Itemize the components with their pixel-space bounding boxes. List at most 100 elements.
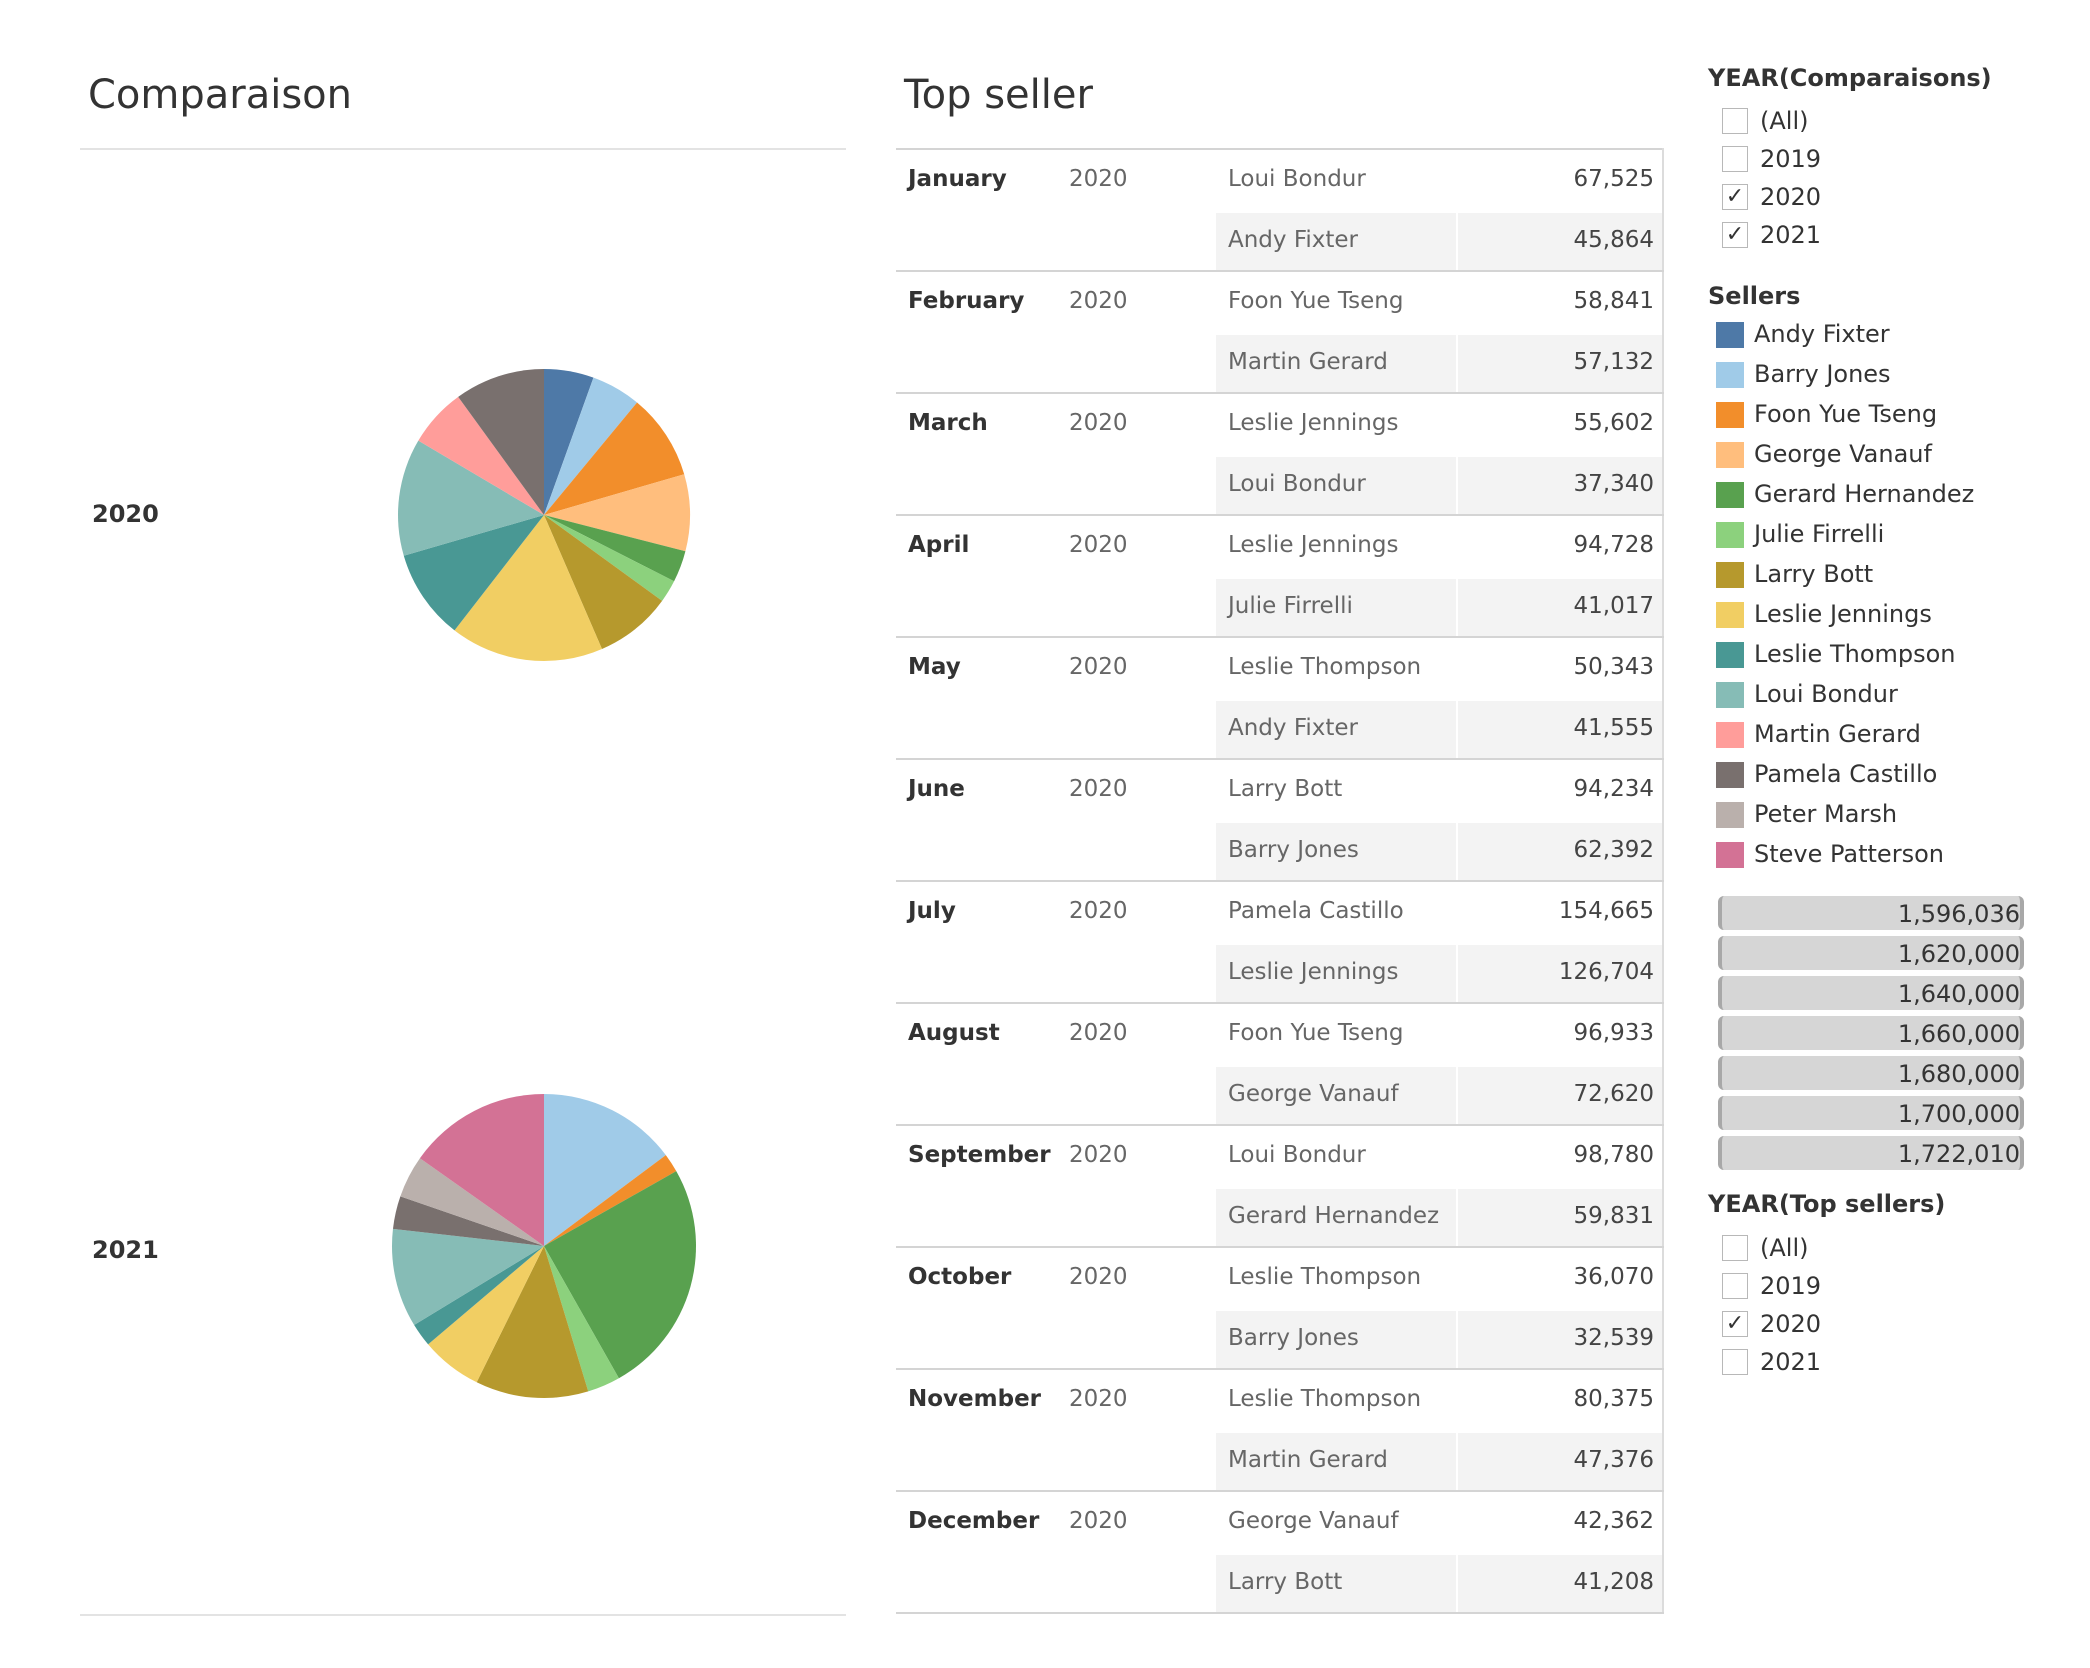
seller-sales-value: 37,340 [1573, 471, 1654, 497]
seller-sales-value: 42,362 [1573, 1508, 1654, 1534]
size-legend-label: 1,660,000 [1897, 1020, 2020, 1048]
checkbox[interactable] [1722, 108, 1748, 134]
pie-slice[interactable] [476, 1246, 589, 1398]
pie-slice[interactable] [544, 1246, 619, 1392]
checkbox-checked[interactable]: ✓ [1722, 222, 1748, 248]
table-row: October 2020 Leslie Thompson 36,070 Barry Jo… [896, 1248, 1664, 1370]
year-cell: 2020 [1069, 1142, 1128, 1168]
seller-row[interactable]: Andy Fixter 45,864 [1216, 213, 1662, 272]
seller-row[interactable]: Julie Firrelli 41,017 [1216, 579, 1662, 638]
seller-row[interactable]: Gerard Hernandez 59,831 [1216, 1189, 1662, 1248]
table-row: August 2020 Foon Yue Tseng 96,933 George Van… [896, 1004, 1664, 1126]
pie-slice[interactable] [544, 515, 663, 649]
seller-sales-value: 98,780 [1573, 1142, 1654, 1168]
checkbox-label: 2021 [1760, 1348, 1822, 1376]
size-legend-label: 1,722,010 [1897, 1140, 2020, 1168]
pie-slice[interactable] [392, 1228, 544, 1326]
pie-slice[interactable] [414, 1246, 544, 1345]
row-divider [896, 1246, 1664, 1248]
seller-row[interactable]: Loui Bondur 37,340 [1216, 457, 1662, 516]
seller-sales-value: 32,539 [1573, 1325, 1654, 1351]
pie-slice[interactable] [428, 1246, 544, 1383]
seller-sales-value: 96,933 [1573, 1020, 1654, 1046]
cell-divider [1456, 457, 1458, 516]
pie-slice[interactable] [544, 1155, 677, 1246]
size-legend-item: 1,700,000 [1718, 1096, 2024, 1130]
seller-row[interactable]: Leslie Jennings 94,728 [1216, 518, 1662, 577]
legend-label: Foon Yue Tseng [1754, 400, 1938, 428]
row-divider [896, 514, 1664, 516]
pie-slice[interactable] [544, 377, 638, 515]
seller-row[interactable]: Andy Fixter 41,555 [1216, 701, 1662, 760]
seller-row[interactable]: Larry Bott 41,208 [1216, 1555, 1662, 1614]
seller-row[interactable]: Leslie Thompson 50,343 [1216, 640, 1662, 699]
size-legend-label: 1,700,000 [1897, 1100, 2020, 1128]
legend-swatch [1716, 322, 1744, 348]
legend-label: George Vanauf [1754, 440, 1932, 468]
table-row: December 2020 George Vanauf 42,362 Larry Bot… [896, 1492, 1664, 1614]
seller-row[interactable]: Barry Jones 62,392 [1216, 823, 1662, 882]
cell-divider [1456, 1433, 1458, 1492]
month-label: January [908, 166, 1007, 192]
seller-sales-value: 45,864 [1573, 227, 1654, 253]
cell-divider [1456, 396, 1458, 455]
seller-row[interactable]: Leslie Thompson 80,375 [1216, 1372, 1662, 1431]
checkbox-checked[interactable]: ✓ [1722, 1311, 1748, 1337]
seller-name: Leslie Thompson [1228, 654, 1422, 680]
pie-slice[interactable] [544, 369, 594, 515]
seller-row[interactable]: Pamela Castillo 154,665 [1216, 884, 1662, 943]
checkbox[interactable] [1722, 1349, 1748, 1375]
cell-divider [1456, 1311, 1458, 1370]
checkbox[interactable] [1722, 1273, 1748, 1299]
pie-slice[interactable] [544, 1171, 697, 1379]
checkbox[interactable] [1722, 1235, 1748, 1261]
pie-slice[interactable] [544, 515, 675, 601]
checkbox[interactable] [1722, 146, 1748, 172]
pie-slice[interactable] [458, 369, 544, 515]
pie-slice[interactable] [403, 515, 544, 631]
month-label: June [908, 776, 965, 802]
pie-slice[interactable] [544, 1094, 666, 1246]
pie-slice[interactable] [397, 440, 544, 556]
legend-swatch [1716, 682, 1744, 708]
pie-slice[interactable] [419, 1094, 544, 1246]
legend-label: Leslie Thompson [1754, 640, 1956, 668]
seller-row[interactable]: Leslie Thompson 36,070 [1216, 1250, 1662, 1309]
cell-divider [1456, 518, 1458, 577]
seller-row[interactable]: George Vanauf 42,362 [1216, 1494, 1662, 1553]
seller-row[interactable]: George Vanauf 72,620 [1216, 1067, 1662, 1126]
seller-row[interactable]: Leslie Jennings 126,704 [1216, 945, 1662, 1004]
seller-row[interactable]: Leslie Jennings 55,602 [1216, 396, 1662, 455]
legend-swatch [1716, 642, 1744, 668]
seller-row[interactable]: Martin Gerard 47,376 [1216, 1433, 1662, 1492]
seller-sales-value: 41,017 [1573, 593, 1654, 619]
seller-row[interactable]: Barry Jones 32,539 [1216, 1311, 1662, 1370]
seller-sales-value: 126,704 [1558, 959, 1654, 985]
pie-slice[interactable] [544, 515, 686, 582]
size-legend-label: 1,640,000 [1897, 980, 2020, 1008]
cell-divider [1456, 1372, 1458, 1431]
seller-name: Andy Fixter [1228, 715, 1359, 741]
seller-row[interactable]: Loui Bondur 67,525 [1216, 152, 1662, 211]
pie-slice[interactable] [544, 474, 690, 552]
pie-slice[interactable] [418, 396, 544, 515]
pie-slice[interactable] [392, 1196, 544, 1246]
seller-name: Martin Gerard [1228, 1447, 1388, 1473]
seller-row[interactable]: Martin Gerard 57,132 [1216, 335, 1662, 394]
pie-slice[interactable] [454, 515, 602, 661]
seller-row[interactable]: Foon Yue Tseng 58,841 [1216, 274, 1662, 333]
size-legend-item: 1,722,010 [1718, 1136, 2024, 1170]
seller-row[interactable]: Larry Bott 94,234 [1216, 762, 1662, 821]
seller-name: Leslie Thompson [1228, 1264, 1422, 1290]
seller-sales-value: 94,728 [1573, 532, 1654, 558]
year-cell: 2020 [1069, 1264, 1128, 1290]
pie-slice[interactable] [400, 1158, 544, 1246]
checkbox-checked[interactable]: ✓ [1722, 184, 1748, 210]
row-divider [896, 1124, 1664, 1126]
seller-name: Pamela Castillo [1228, 898, 1404, 924]
seller-row[interactable]: Loui Bondur 98,780 [1216, 1128, 1662, 1187]
seller-row[interactable]: Foon Yue Tseng 96,933 [1216, 1006, 1662, 1065]
checkbox-label: 2019 [1760, 145, 1822, 173]
row-divider [896, 1368, 1664, 1370]
pie-slice[interactable] [544, 402, 685, 515]
